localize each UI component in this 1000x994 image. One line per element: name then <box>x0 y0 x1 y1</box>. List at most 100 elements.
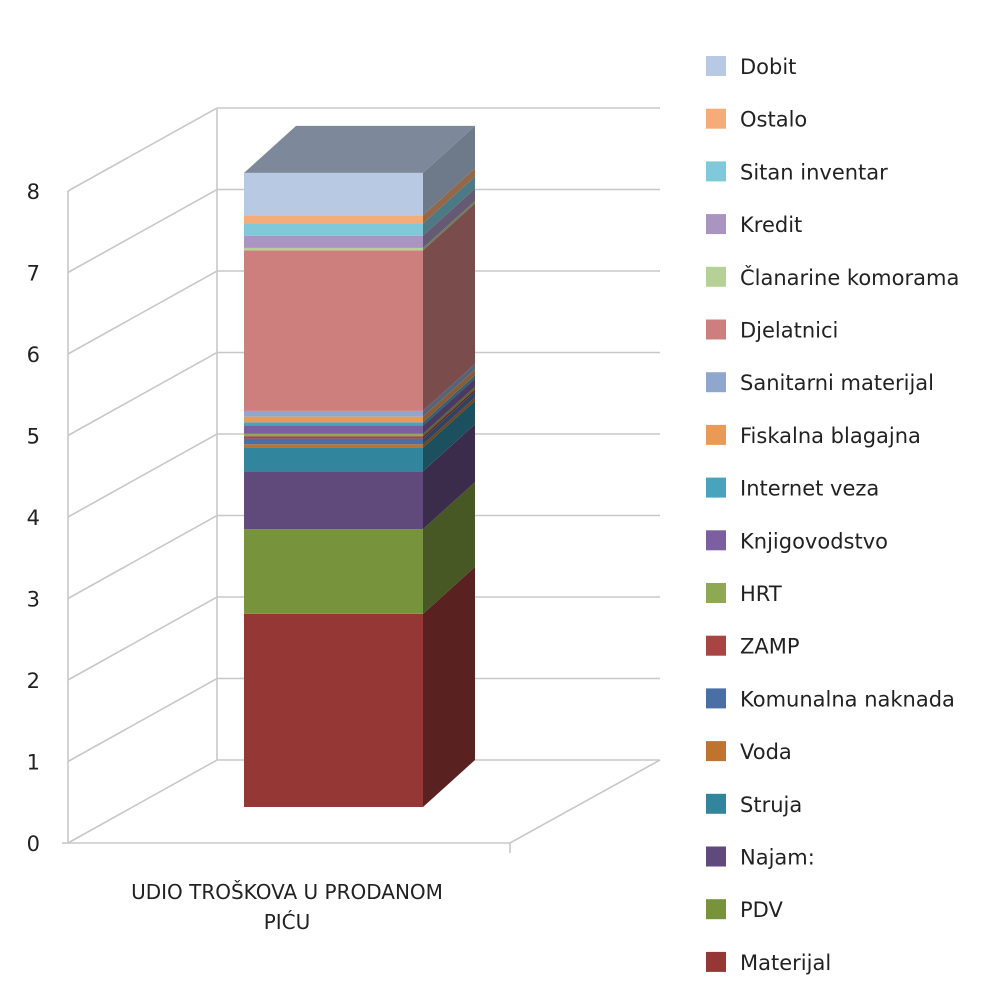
legend-item: Komunalna naknada <box>706 687 955 711</box>
legend-item: Najam: <box>706 846 815 870</box>
legend-label: Fiskalna blagajna <box>740 424 921 448</box>
legend-swatch <box>706 372 726 393</box>
y-tick-label: 5 <box>27 425 40 449</box>
legend-swatch <box>706 899 726 920</box>
bar-segment-ostalo <box>244 168 475 224</box>
bar-side-face <box>423 188 475 248</box>
bar-segment-knjigovodstvo <box>244 378 475 434</box>
bar-front-face <box>244 529 423 614</box>
gridline <box>67 677 660 763</box>
legend-item: Struja <box>706 793 802 817</box>
bar-front-face <box>244 422 423 426</box>
bar-side-face <box>423 391 475 445</box>
legend-item: PDV <box>706 898 783 922</box>
legend-label: Sitan inventar <box>740 160 888 184</box>
legend-item: Djelatnici <box>706 319 838 343</box>
bar-side-face <box>423 375 475 426</box>
legend-swatch <box>706 793 726 814</box>
legend-swatch <box>706 635 726 656</box>
legend-item: Sanitarni materijal <box>706 371 934 395</box>
legend-item: ZAMP <box>706 635 800 659</box>
legend-item: Ostalo <box>706 108 807 132</box>
category-label-line: PIĆU <box>264 910 311 934</box>
legend: Dobit Ostalo Sitan inventar Kredit Članarine… <box>706 55 959 975</box>
legend-swatch <box>706 319 726 340</box>
legend-swatch <box>706 741 726 762</box>
bar-top-face <box>244 125 475 173</box>
legend-label: Ostalo <box>740 108 807 132</box>
legend-item: Fiskalna blagajna <box>706 424 921 448</box>
legend-item: Članarine komorama <box>706 265 959 290</box>
bar-segment-zamp <box>244 389 475 439</box>
legend-item: Kredit <box>706 213 802 237</box>
gridline <box>67 270 660 355</box>
y-tick-label: 1 <box>27 751 40 775</box>
legend-label: Struja <box>740 793 802 817</box>
bar-side-face <box>423 386 475 437</box>
bar-front-face <box>244 235 423 248</box>
legend-swatch <box>706 161 726 182</box>
gridline <box>67 107 660 192</box>
bar-segment-kredit <box>244 188 475 248</box>
bar-front-face <box>244 444 423 448</box>
y-tick-label: 4 <box>27 506 40 530</box>
bar-front-face <box>244 425 423 434</box>
bar-segment-materijal <box>244 566 475 807</box>
legend-label: Dobit <box>740 55 796 79</box>
legend-swatch <box>706 951 726 972</box>
bar-front-face <box>244 215 423 224</box>
legend-item: Voda <box>706 740 792 764</box>
y-tick-label: 8 <box>27 180 40 204</box>
legend-label: PDV <box>740 898 783 922</box>
legend-label: Voda <box>740 740 792 764</box>
y-tick-label: 0 <box>27 832 40 856</box>
legend-label: HRT <box>740 582 782 606</box>
bar-side-face <box>423 378 475 434</box>
bar-segment--lanarine-komorama <box>244 200 475 251</box>
legend-label: ZAMP <box>740 635 800 659</box>
legend-label: Knjigovodstvo <box>740 529 888 553</box>
bar-side-face <box>423 424 475 530</box>
bar-front-face <box>244 172 423 216</box>
legend-item: HRT <box>706 582 782 606</box>
bar-front-face <box>244 438 423 445</box>
legend-swatch <box>706 477 726 498</box>
bar-side-face <box>423 566 475 807</box>
gridlines <box>67 107 661 844</box>
bar-segment-voda <box>244 397 475 448</box>
bar-segment-dobit <box>244 125 475 216</box>
bar-segment-hrt <box>244 386 475 437</box>
bar-segment-djelatnici <box>244 203 475 411</box>
gridline <box>67 759 660 844</box>
category-label-line: UDIO TROŠKOVA U PRODANOM <box>131 880 443 904</box>
bar-side-face <box>423 397 475 448</box>
bar-front-face <box>244 436 423 439</box>
legend-label: Komunalna naknada <box>740 687 955 711</box>
bar-front-face <box>244 447 423 472</box>
bar-segment-struja <box>244 400 475 472</box>
bar-front-face <box>244 247 423 251</box>
bar-segment-fiskalna-blagajna <box>244 369 475 423</box>
gridline <box>67 596 660 681</box>
gridline <box>67 351 660 437</box>
gridline <box>67 433 660 518</box>
bar-side-face <box>423 203 475 411</box>
bar-side-face <box>423 482 475 614</box>
bar-front-face <box>244 471 423 530</box>
legend-item: Materijal <box>706 951 831 975</box>
legend-item: Internet veza <box>706 477 879 501</box>
legend-label: Najam: <box>740 846 815 870</box>
bar-front-face <box>244 433 423 437</box>
legend-swatch <box>706 56 726 76</box>
legend-swatch <box>706 530 726 551</box>
legend-label: Kredit <box>740 213 802 237</box>
bar-side-face <box>423 168 475 224</box>
legend-item: Knjigovodstvo <box>706 529 888 553</box>
bar-front-face <box>244 410 423 417</box>
bar-side-face <box>423 363 475 417</box>
legend-swatch <box>706 266 726 287</box>
y-tick-label: 2 <box>27 669 40 693</box>
legend-label: Internet veza <box>740 477 879 501</box>
bar-segment-najam- <box>244 424 475 530</box>
